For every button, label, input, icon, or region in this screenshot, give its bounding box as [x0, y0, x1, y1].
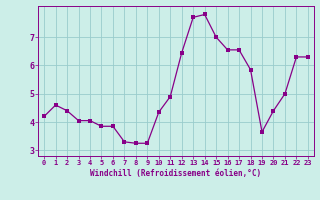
X-axis label: Windchill (Refroidissement éolien,°C): Windchill (Refroidissement éolien,°C): [91, 169, 261, 178]
